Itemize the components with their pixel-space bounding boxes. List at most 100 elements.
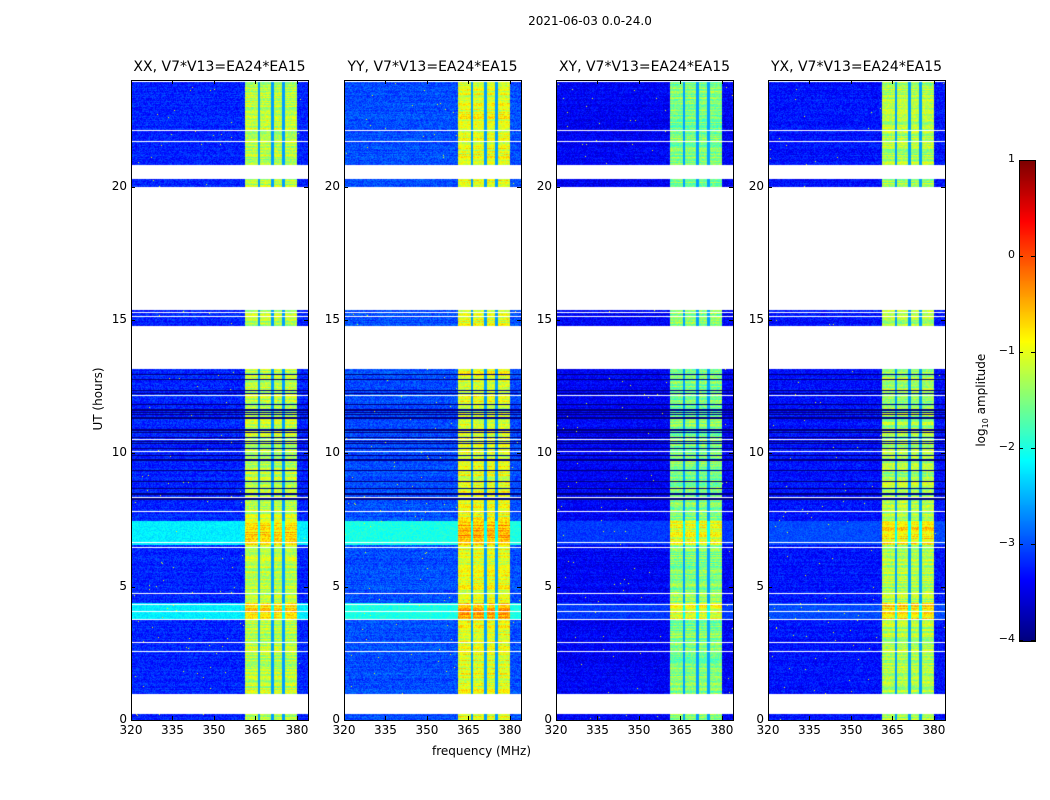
y-tick — [131, 720, 135, 721]
y-tick — [941, 186, 945, 188]
x-tick-label: 350 — [839, 723, 863, 737]
figure-title: 2021-06-03 0.0-24.0 — [528, 14, 652, 28]
heatmap-1 — [131, 80, 308, 720]
heatmap-2 — [344, 80, 521, 720]
colorbar-label-sub: 10 — [981, 418, 991, 429]
y-tick — [729, 453, 733, 455]
y-tick — [517, 453, 521, 455]
x-tick — [933, 80, 935, 84]
x-tick — [721, 80, 723, 84]
x-tick — [509, 80, 511, 84]
colorbar-tick — [1031, 448, 1035, 449]
panel-frame — [131, 80, 309, 721]
x-tick — [255, 716, 257, 720]
x-tick — [131, 80, 132, 84]
x-tick — [597, 80, 599, 84]
colorbar-tick-label: −2 — [998, 440, 1015, 453]
colorbar-tick — [1019, 256, 1023, 257]
x-tick — [933, 716, 935, 720]
x-tick — [556, 716, 557, 720]
x-tick-label: 320 — [332, 723, 356, 737]
panel-frame — [768, 80, 946, 721]
colorbar-tick — [1031, 640, 1035, 641]
panel-frame — [344, 80, 522, 721]
y-tick — [344, 720, 348, 721]
x-tick — [468, 716, 470, 720]
x-tick — [296, 716, 298, 720]
colorbar-tick — [1031, 544, 1035, 545]
x-tick — [172, 716, 174, 720]
colorbar-tick-label: −4 — [998, 632, 1015, 645]
colorbar-label: log10 amplitude — [974, 348, 990, 452]
y-tick — [941, 453, 945, 455]
x-tick — [892, 716, 894, 720]
x-tick — [556, 80, 557, 84]
x-tick-label: 335 — [374, 723, 397, 737]
panel-frame — [556, 80, 734, 721]
x-tick-label: 350 — [415, 723, 439, 737]
y-tick-label: 5 — [544, 578, 552, 593]
panel-title: YY, V7*V13=EA24*EA15 — [347, 59, 518, 75]
y-tick-label: 5 — [332, 578, 340, 593]
colorbar-tick — [1019, 160, 1023, 161]
x-tick-label: 335 — [798, 723, 821, 737]
y-tick — [131, 320, 135, 321]
x-tick — [255, 80, 257, 84]
x-tick — [850, 80, 852, 84]
x-tick-label: 380 — [285, 723, 309, 737]
y-tick — [304, 586, 308, 588]
x-tick — [892, 80, 894, 84]
x-tick — [385, 716, 387, 720]
x-tick-label: 335 — [161, 723, 184, 737]
x-tick-label: 365 — [244, 723, 267, 737]
y-tick — [304, 720, 308, 721]
colorbar-tick-label: −1 — [998, 344, 1015, 357]
x-tick — [172, 80, 174, 84]
x-tick — [638, 716, 640, 720]
y-tick — [344, 586, 348, 588]
colorbar-tick — [1019, 544, 1023, 545]
y-tick-label: 10 — [324, 445, 340, 460]
x-tick — [809, 80, 811, 84]
colorbar-label-log: log — [973, 428, 988, 447]
x-tick-label: 320 — [544, 723, 568, 737]
x-tick-label: 320 — [119, 723, 143, 737]
x-tick — [426, 80, 428, 84]
x-tick — [597, 716, 599, 720]
x-tick-label: 350 — [202, 723, 226, 737]
y-tick — [304, 320, 308, 321]
colorbar-tick — [1019, 448, 1023, 449]
x-tick — [344, 80, 345, 84]
y-tick — [729, 320, 733, 321]
y-tick-label: 15 — [536, 312, 552, 326]
y-tick — [131, 453, 135, 455]
y-tick — [556, 586, 560, 588]
y-tick-label: 20 — [536, 178, 552, 193]
y-tick — [729, 720, 733, 721]
x-tick — [213, 716, 215, 720]
y-tick-label: 0 — [332, 712, 340, 726]
y-tick-label: 0 — [544, 712, 552, 726]
x-tick — [768, 716, 769, 720]
y-tick-label: 10 — [536, 445, 552, 460]
x-tick — [468, 80, 470, 84]
heatmap-3 — [556, 80, 733, 720]
y-tick-label: 0 — [756, 712, 764, 726]
x-tick-label: 380 — [922, 723, 946, 737]
y-tick-label: 20 — [324, 178, 340, 193]
panel-title: YX, V7*V13=EA24*EA15 — [770, 59, 943, 75]
colorbar — [1019, 160, 1036, 642]
x-tick — [296, 80, 298, 84]
y-axis-label: UT (hours) — [91, 367, 105, 431]
x-tick — [426, 716, 428, 720]
x-tick-label: 365 — [881, 723, 904, 737]
y-tick — [768, 186, 772, 188]
y-tick — [344, 186, 348, 188]
y-tick — [131, 186, 135, 188]
y-tick — [941, 586, 945, 588]
x-tick — [721, 716, 723, 720]
colorbar-label-rest: amplitude — [973, 353, 988, 419]
x-tick-label: 335 — [586, 723, 609, 737]
heatmap-4 — [768, 80, 945, 720]
colorbar-tick-label: 0 — [1008, 248, 1015, 261]
